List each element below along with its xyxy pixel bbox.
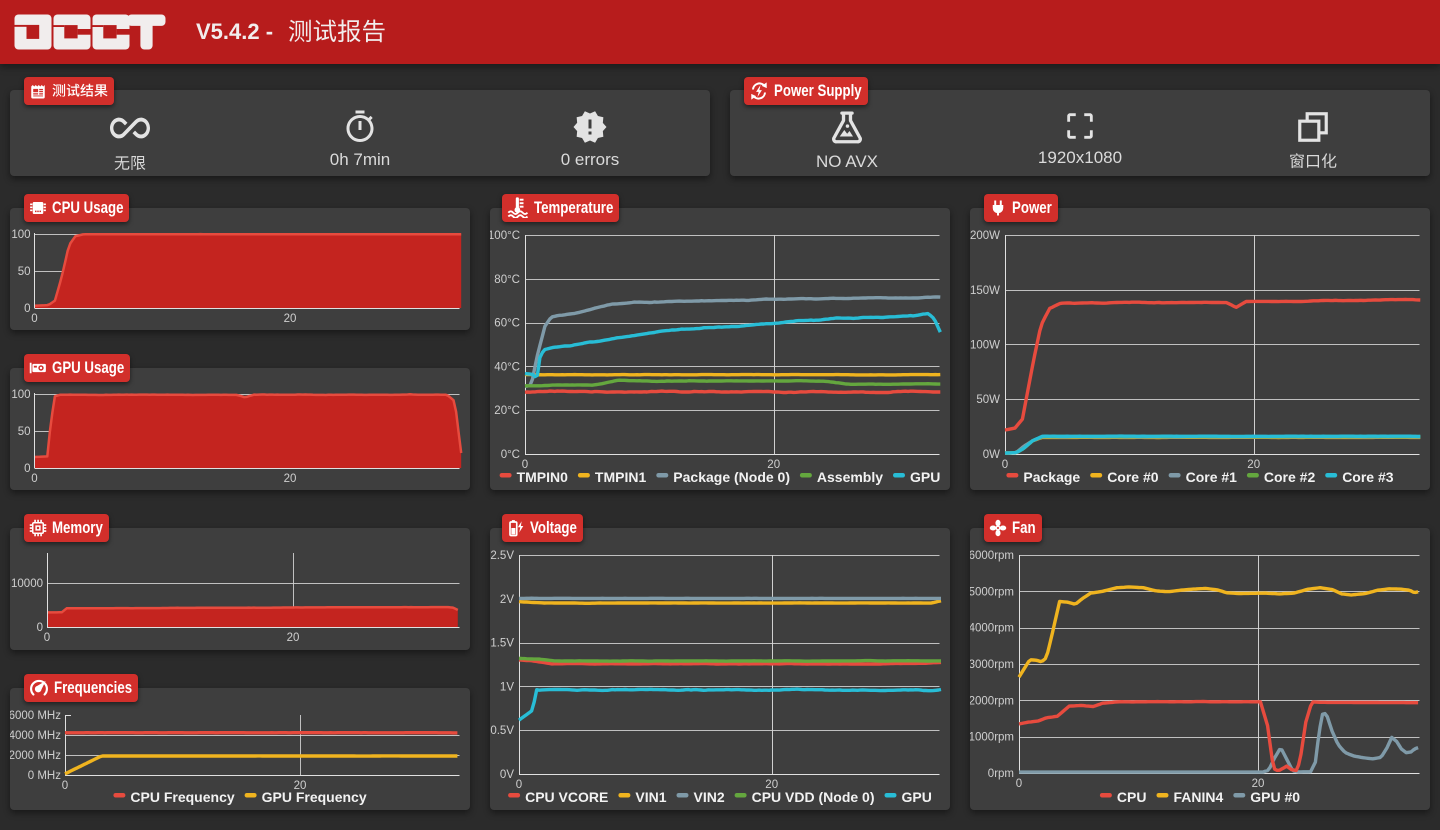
svg-text:Package (Node 0): Package (Node 0) — [673, 469, 790, 485]
svg-text:60°C: 60°C — [494, 318, 520, 330]
svg-text:TMPIN0: TMPIN0 — [517, 469, 569, 485]
svg-text:0rpm: 0rpm — [988, 768, 1014, 780]
svg-text:10000: 10000 — [11, 578, 43, 590]
svg-text:0: 0 — [24, 463, 30, 475]
svg-text:4000 MHz: 4000 MHz — [10, 730, 61, 742]
svg-text:20: 20 — [284, 473, 297, 485]
svg-text:20: 20 — [767, 459, 780, 471]
svg-text:40°C: 40°C — [494, 361, 520, 373]
svg-text:100: 100 — [11, 229, 30, 241]
svg-text:VIN1: VIN1 — [635, 789, 666, 805]
svg-text:50: 50 — [18, 266, 31, 278]
svg-text:0 MHz: 0 MHz — [28, 770, 61, 782]
svg-text:0: 0 — [37, 622, 43, 634]
svg-text:Core #1: Core #1 — [1186, 469, 1238, 485]
svg-text:6000rpm: 6000rpm — [970, 550, 1014, 562]
svg-text:0W: 0W — [983, 449, 1000, 461]
svg-text:20: 20 — [1247, 459, 1260, 471]
svg-text:GPU: GPU — [902, 789, 932, 805]
svg-text:Package: Package — [1023, 469, 1080, 485]
svg-text:20: 20 — [765, 779, 778, 791]
svg-text:Core #0: Core #0 — [1107, 469, 1159, 485]
svg-text:4000rpm: 4000rpm — [970, 623, 1014, 635]
svg-text:20: 20 — [287, 632, 300, 644]
svg-text:20: 20 — [284, 313, 297, 325]
svg-text:GPU: GPU — [910, 469, 940, 485]
svg-text:GPU #0: GPU #0 — [1250, 789, 1300, 805]
svg-text:0V: 0V — [500, 769, 514, 781]
svg-text:Assembly: Assembly — [817, 469, 883, 485]
svg-text:3000rpm: 3000rpm — [970, 659, 1014, 671]
svg-text:Core #2: Core #2 — [1264, 469, 1316, 485]
svg-text:2V: 2V — [500, 594, 514, 606]
svg-text:2000rpm: 2000rpm — [970, 695, 1014, 707]
svg-text:150W: 150W — [970, 285, 1000, 297]
svg-text:80°C: 80°C — [494, 274, 520, 286]
svg-text:20: 20 — [1252, 778, 1265, 790]
svg-text:FANIN4: FANIN4 — [1174, 789, 1224, 805]
svg-text:0.5V: 0.5V — [490, 725, 514, 737]
svg-text:50W: 50W — [976, 394, 1000, 406]
svg-text:CPU: CPU — [1117, 789, 1147, 805]
svg-text:Core #3: Core #3 — [1342, 469, 1394, 485]
svg-text:0: 0 — [522, 459, 528, 471]
svg-text:20: 20 — [294, 780, 307, 792]
svg-text:2.5V: 2.5V — [490, 550, 514, 562]
svg-text:0: 0 — [516, 779, 522, 791]
svg-text:0: 0 — [62, 780, 68, 792]
svg-text:CPU VCORE: CPU VCORE — [525, 789, 608, 805]
svg-text:GPU Frequency: GPU Frequency — [262, 789, 367, 805]
svg-text:0: 0 — [24, 303, 30, 315]
svg-text:TMPIN1: TMPIN1 — [595, 469, 647, 485]
svg-text:2000 MHz: 2000 MHz — [10, 750, 61, 762]
svg-text:0: 0 — [44, 632, 50, 644]
svg-text:5000rpm: 5000rpm — [970, 586, 1014, 598]
svg-text:1.5V: 1.5V — [490, 638, 514, 650]
svg-text:6000 MHz: 6000 MHz — [10, 710, 61, 722]
svg-text:100W: 100W — [970, 340, 1000, 352]
svg-text:0: 0 — [1016, 778, 1022, 790]
svg-text:0: 0 — [31, 313, 37, 325]
svg-text:CPU Frequency: CPU Frequency — [130, 789, 234, 805]
svg-text:1000rpm: 1000rpm — [970, 732, 1014, 744]
svg-text:0: 0 — [1002, 459, 1008, 471]
svg-text:100: 100 — [11, 389, 30, 401]
svg-text:20°C: 20°C — [494, 405, 520, 417]
svg-text:100°C: 100°C — [490, 230, 520, 242]
svg-text:0°C: 0°C — [501, 449, 520, 461]
svg-text:CPU VDD (Node 0): CPU VDD (Node 0) — [752, 789, 875, 805]
svg-text:1V: 1V — [500, 681, 514, 693]
svg-text:200W: 200W — [970, 230, 1000, 242]
svg-text:50: 50 — [18, 426, 31, 438]
svg-text:0: 0 — [31, 473, 37, 485]
svg-text:VIN2: VIN2 — [694, 789, 725, 805]
